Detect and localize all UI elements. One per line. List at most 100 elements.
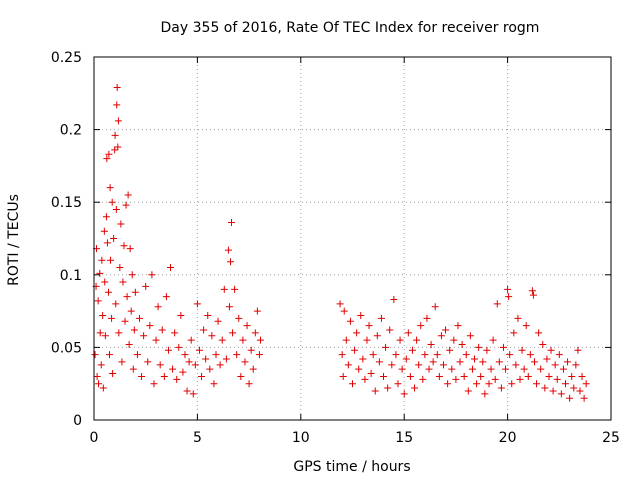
data-point: [108, 314, 116, 322]
data-point: [235, 314, 243, 322]
data-point: [576, 387, 584, 395]
data-point: [380, 372, 388, 380]
data-point: [512, 361, 520, 369]
data-point: [101, 332, 109, 340]
data-point: [245, 380, 253, 388]
data-point: [187, 336, 195, 344]
data-point: [396, 336, 404, 344]
data-point: [437, 332, 445, 340]
data-point: [388, 361, 396, 369]
data-point: [342, 336, 350, 344]
data-point: [454, 322, 462, 330]
data-point: [131, 288, 139, 296]
data-point: [408, 346, 416, 354]
data-point: [471, 355, 479, 363]
data-point: [99, 384, 107, 392]
data-point: [127, 307, 135, 315]
data-point: [175, 343, 183, 351]
data-point: [468, 365, 476, 373]
data-point: [425, 365, 433, 373]
data-point: [555, 351, 563, 359]
data-point: [402, 355, 410, 363]
data-point: [100, 227, 108, 235]
data-point: [375, 358, 383, 366]
data-point: [181, 351, 189, 359]
y-axis-label: ROTI / TECUs: [6, 194, 22, 286]
data-point: [382, 343, 390, 351]
data-point: [582, 380, 590, 388]
data-point: [479, 358, 487, 366]
data-point: [106, 184, 114, 192]
data-point: [222, 355, 230, 363]
data-point: [522, 322, 530, 330]
data-point: [551, 361, 559, 369]
data-point: [185, 358, 193, 366]
data-point: [435, 372, 443, 380]
data-point: [156, 361, 164, 369]
data-point: [483, 346, 491, 354]
data-point: [128, 271, 136, 279]
x-tick-label: 0: [90, 430, 99, 446]
data-point: [549, 387, 557, 395]
data-point: [239, 336, 247, 344]
y-tick-label: 0.2: [60, 123, 82, 139]
data-point: [126, 245, 134, 253]
x-tick-label: 10: [292, 430, 310, 446]
data-point: [241, 358, 249, 366]
data-point: [497, 384, 505, 392]
data-point: [431, 303, 439, 311]
data-point: [144, 358, 152, 366]
data-point: [122, 201, 130, 209]
data-point: [448, 365, 456, 373]
data-point: [198, 372, 206, 380]
y-tick-label: 0.25: [51, 50, 82, 66]
data-point: [191, 361, 199, 369]
chart-title: Day 355 of 2016, Rate Of TEC Index for r…: [161, 20, 540, 36]
data-point: [106, 351, 114, 359]
data-point: [114, 117, 122, 125]
data-point: [359, 355, 367, 363]
data-point: [119, 278, 127, 286]
data-point: [99, 311, 107, 319]
data-point: [121, 317, 129, 325]
data-point: [446, 346, 454, 354]
data-point: [340, 307, 348, 315]
data-point: [233, 351, 241, 359]
x-tick-label: 15: [395, 430, 413, 446]
data-point: [95, 380, 103, 388]
data-point: [386, 326, 394, 334]
data-point: [108, 198, 116, 206]
data-point: [142, 282, 150, 290]
data-point: [502, 365, 510, 373]
data-point: [485, 380, 493, 388]
data-point: [255, 351, 263, 359]
data-point: [580, 394, 588, 402]
data-point: [96, 269, 104, 277]
data-point: [249, 365, 257, 373]
data-point: [439, 361, 447, 369]
data-point: [427, 340, 435, 348]
data-point: [450, 336, 458, 344]
data-point: [229, 329, 237, 337]
data-point: [98, 256, 106, 264]
data-point: [179, 368, 187, 376]
data-point: [543, 355, 551, 363]
data-point: [369, 351, 377, 359]
data-point: [539, 340, 547, 348]
data-point: [202, 355, 210, 363]
data-point: [392, 351, 400, 359]
data-point: [363, 336, 371, 344]
data-point: [204, 311, 212, 319]
data-point: [452, 375, 460, 383]
data-point: [113, 83, 121, 91]
data-point: [103, 239, 111, 247]
data-point: [353, 329, 361, 337]
data-point: [93, 372, 101, 380]
data-point: [114, 143, 122, 151]
data-point: [529, 291, 537, 299]
data-point: [417, 322, 425, 330]
data-point: [177, 311, 185, 319]
data-point: [231, 285, 239, 293]
data-point: [96, 329, 104, 337]
data-point: [146, 322, 154, 330]
